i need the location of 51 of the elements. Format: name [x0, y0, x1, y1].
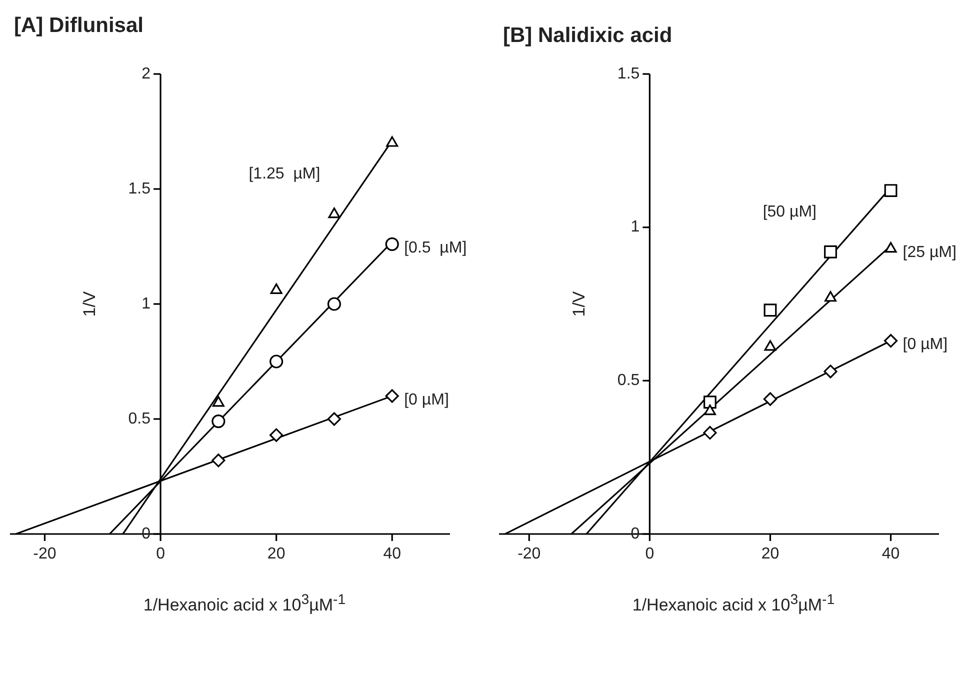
point	[385, 389, 399, 403]
chart-title: [A] Diflunisal	[14, 14, 144, 39]
series-label: [0 µM]	[902, 336, 948, 354]
point	[704, 396, 716, 409]
x-tick-label: 20	[761, 545, 780, 562]
x-tick-label: 0	[645, 545, 654, 562]
x-axis-title: 1/Hexanoic acid x 10$^{3}$µM$^{-1}$	[142, 592, 347, 616]
point	[270, 283, 282, 294]
y-tick-label: 1.5	[128, 180, 151, 198]
point	[824, 245, 837, 258]
point	[824, 291, 837, 302]
point	[704, 404, 716, 416]
x-tick-label: 0	[156, 545, 166, 562]
point	[764, 304, 777, 317]
point	[703, 426, 717, 440]
point	[824, 364, 838, 378]
point	[327, 412, 342, 426]
x-tick-label: -20	[518, 545, 541, 562]
series-label: [1.25 µM]	[248, 166, 320, 183]
point	[328, 208, 340, 218]
y-tick-label: 0.5	[128, 410, 151, 428]
point	[212, 396, 224, 407]
point	[212, 454, 226, 468]
point	[327, 297, 342, 311]
point	[386, 136, 398, 147]
point	[763, 392, 778, 406]
series-label: [25 µM]	[902, 244, 956, 262]
x-tick-label: 20	[267, 545, 286, 562]
point	[884, 184, 898, 197]
x-tick-label: 40	[383, 545, 402, 562]
point	[884, 334, 898, 348]
y-tick-label: 0.5	[617, 372, 640, 390]
y-tick-label: 1.5	[617, 65, 640, 82]
point	[764, 340, 776, 351]
series-label: [50 µM]	[762, 203, 817, 220]
point	[212, 414, 226, 428]
x-tick-label: -20	[33, 545, 56, 562]
point	[884, 242, 897, 253]
point	[270, 354, 284, 368]
x-tick-label: 40	[882, 545, 900, 562]
y-tick-label: 1	[142, 295, 151, 312]
point	[270, 428, 284, 442]
y-axis-title: 1/V	[80, 290, 100, 317]
series-label: [0 µM]	[404, 391, 449, 408]
x-axis-title: 1/Hexanoic acid x 10$^{3}$µM$^{-1}$	[631, 592, 836, 616]
y-tick-label: 1	[630, 218, 640, 236]
y-axis-title: 1/V	[569, 290, 588, 317]
y-tick-label: 2	[142, 65, 151, 82]
series-label: [0.5 µM]	[404, 240, 467, 257]
point	[385, 237, 399, 251]
chart-title: [B] Nalidixic acid	[503, 24, 674, 49]
